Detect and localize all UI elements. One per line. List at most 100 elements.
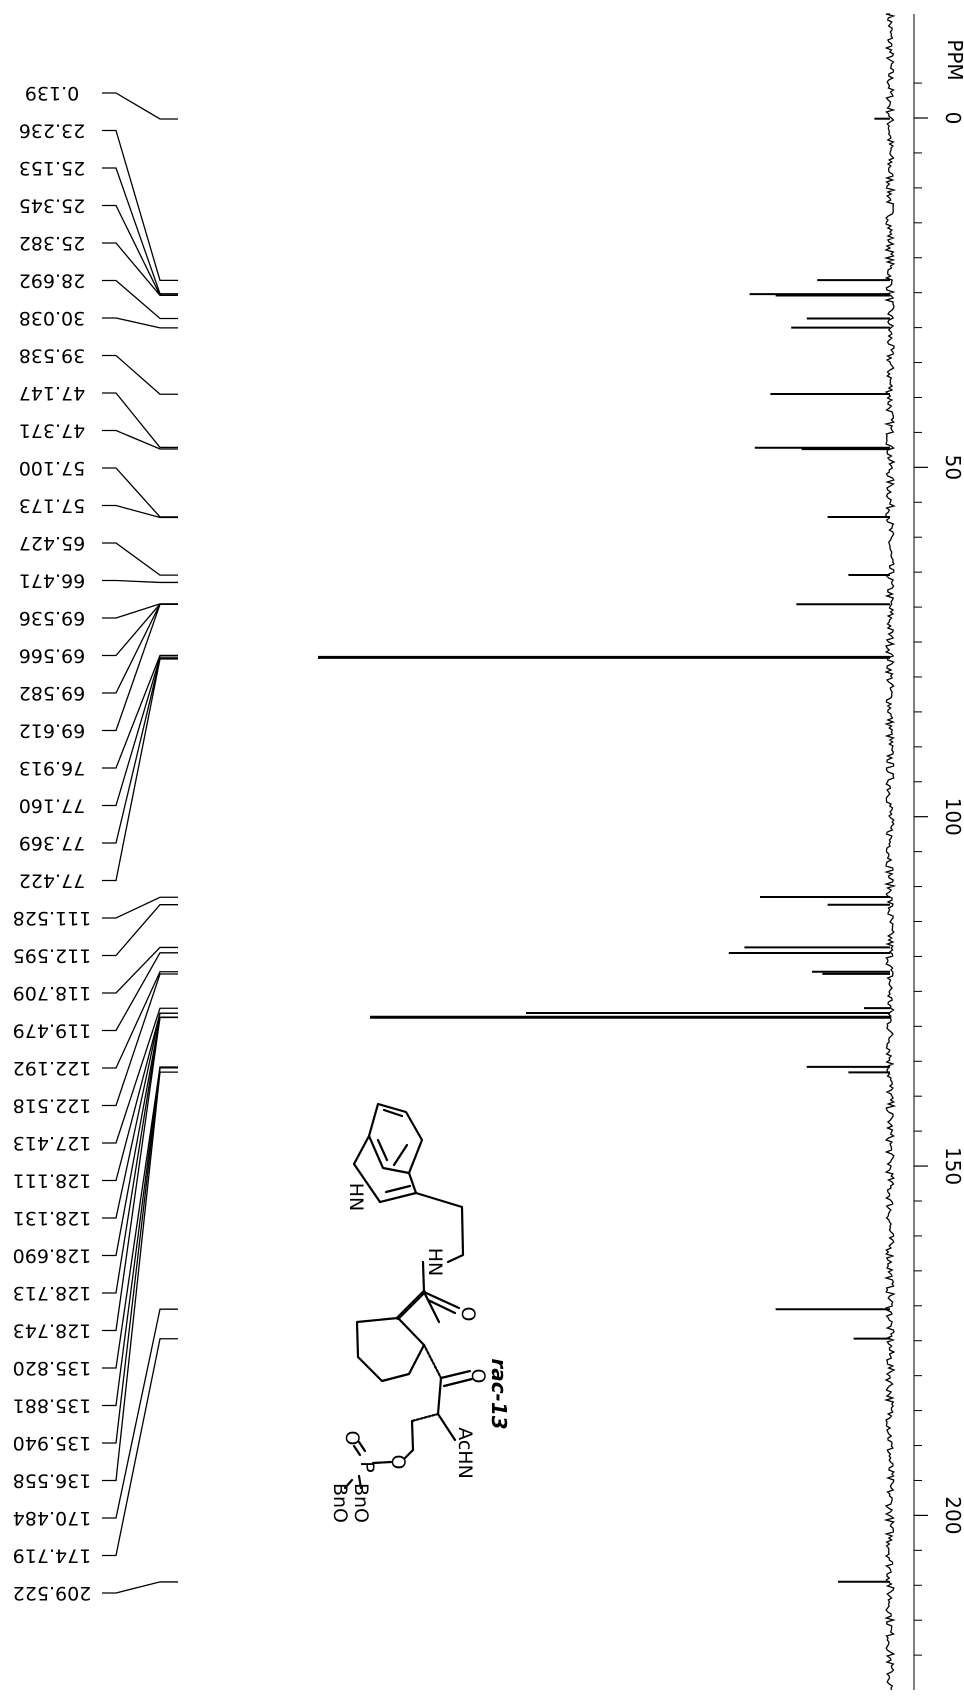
label-connector-9 [102,429,178,450]
tick-label-2: 100 [941,798,964,836]
peak-label-22: 111.528 [13,907,92,929]
ketone-carbonyl-double [442,1377,474,1388]
peak-labels: 0.139 23.236 25.153 25.345 25.382 28.692 30.03… [13,82,92,1604]
peak-label-26: 122.192 [13,1057,92,1079]
peak-label-connectors [102,92,178,1594]
peak-label-7: 39.538 [19,345,85,367]
peak-label-30: 128.131 [13,1207,92,1229]
label-connector-15 [102,603,178,657]
p-o-double [352,1444,362,1457]
peak-label-37: 136.558 [13,1470,92,1492]
peak-label-28: 127.413 [13,1132,92,1154]
hash-bond [422,1343,443,1380]
label-connector-8 [102,392,178,449]
peak-label-9: 47.371 [19,420,85,442]
peak-label-18: 76.913 [19,757,85,779]
peak-label-21: 77.422 [19,870,85,892]
label-connector-3 [102,204,178,296]
label-connector-27 [102,973,178,1107]
pyrrole-ring [352,1134,418,1204]
axis-ticks: 0 50 100 150 200 [914,82,964,1656]
peak-label-13: 66.471 [19,570,85,592]
peak-label-17: 69.612 [19,720,85,742]
double-bond [392,1143,409,1167]
double-bond [384,1184,412,1194]
p-obn-bond [357,1474,363,1490]
peak-label-23: 112.595 [13,945,92,967]
peak-label-8: 47.147 [19,382,85,404]
compound-label: rac-13 [487,1358,511,1429]
label-connector-37 [102,1071,178,1482]
double-bond [376,1138,389,1162]
label-connector-33 [102,1016,178,1332]
label-connector-28 [102,1007,178,1144]
ketone-carbonyl [439,1369,472,1380]
tick-label-4: 200 [941,1496,964,1534]
peak-label-24: 118.709 [13,982,92,1004]
peak-label-2: 25.153 [19,157,85,179]
atom-o-amide: O [457,1307,479,1322]
p-o-double [357,1440,367,1453]
peak-label-38: 170.484 [13,1507,92,1529]
atom-p: P [356,1461,378,1472]
label-connector-17 [102,603,178,732]
atom-o-ester: O [387,1455,409,1470]
atom-obn-2: BnO [329,1483,351,1523]
atom-o-ketone: O [467,1369,489,1384]
peak-label-6: 30.038 [19,307,85,329]
atom-o-phosphoryl: O [341,1431,363,1446]
label-connector-1 [102,129,178,281]
o-bond [403,1448,415,1460]
label-connector-6 [102,317,178,329]
label-connector-26 [102,971,178,1069]
peak-label-0: 0.139 [25,82,79,104]
peak-label-33: 128.743 [13,1320,92,1342]
label-connector-13 [102,579,178,584]
structure-rac-13 [343,1102,474,1490]
label-connector-24 [102,946,178,994]
label-connector-10 [102,467,178,518]
axis-label: PPM [943,39,964,80]
cyclohexane-ring [355,1316,426,1383]
label-connector-22 [102,896,178,919]
p-o-bond [371,1460,393,1465]
peak-label-1: 23.236 [19,120,85,142]
label-connector-12 [102,542,178,576]
baseline-noise [883,13,897,1691]
label-connector-7 [102,354,178,395]
peak-label-31: 128.690 [13,1245,92,1267]
label-connector-5 [102,279,178,320]
peak-label-5: 28.692 [19,270,85,292]
label-connector-4 [102,242,178,296]
label-connector-38 [102,1308,178,1519]
ppm-axis: 0 50 100 150 200 PPM [913,14,964,1690]
peak-label-19: 77.160 [19,795,85,817]
label-connector-18 [102,654,178,769]
label-connector-30 [102,1012,178,1219]
n-bond [436,1412,457,1442]
amide-carbonyl-double [426,1298,457,1315]
peak-label-16: 69.582 [19,682,85,704]
peak-label-34: 135.820 [13,1357,92,1379]
label-connector-40 [102,1581,178,1594]
peak-label-29: 128.111 [13,1170,92,1192]
peak-label-4: 25.382 [19,232,85,254]
amide-carbonyl [422,1290,461,1310]
label-connector-0 [102,92,178,120]
label-connector-2 [102,167,178,295]
atom-obn-1: BnO [350,1483,372,1523]
p-obn-bond [343,1478,354,1490]
atom-nh-indole: HN [345,1183,367,1212]
hash-bond [410,1412,440,1423]
label-connector-20 [102,657,178,844]
label-connector-19 [102,656,178,807]
alpha-bond [436,1376,443,1416]
label-connector-39 [102,1338,178,1557]
peak-label-14: 69.536 [19,607,85,629]
peak-label-35: 135.881 [13,1395,92,1417]
peak-label-27: 122.518 [13,1095,92,1117]
peak-label-11: 57.173 [19,495,85,517]
ch2-bond [410,1419,415,1452]
